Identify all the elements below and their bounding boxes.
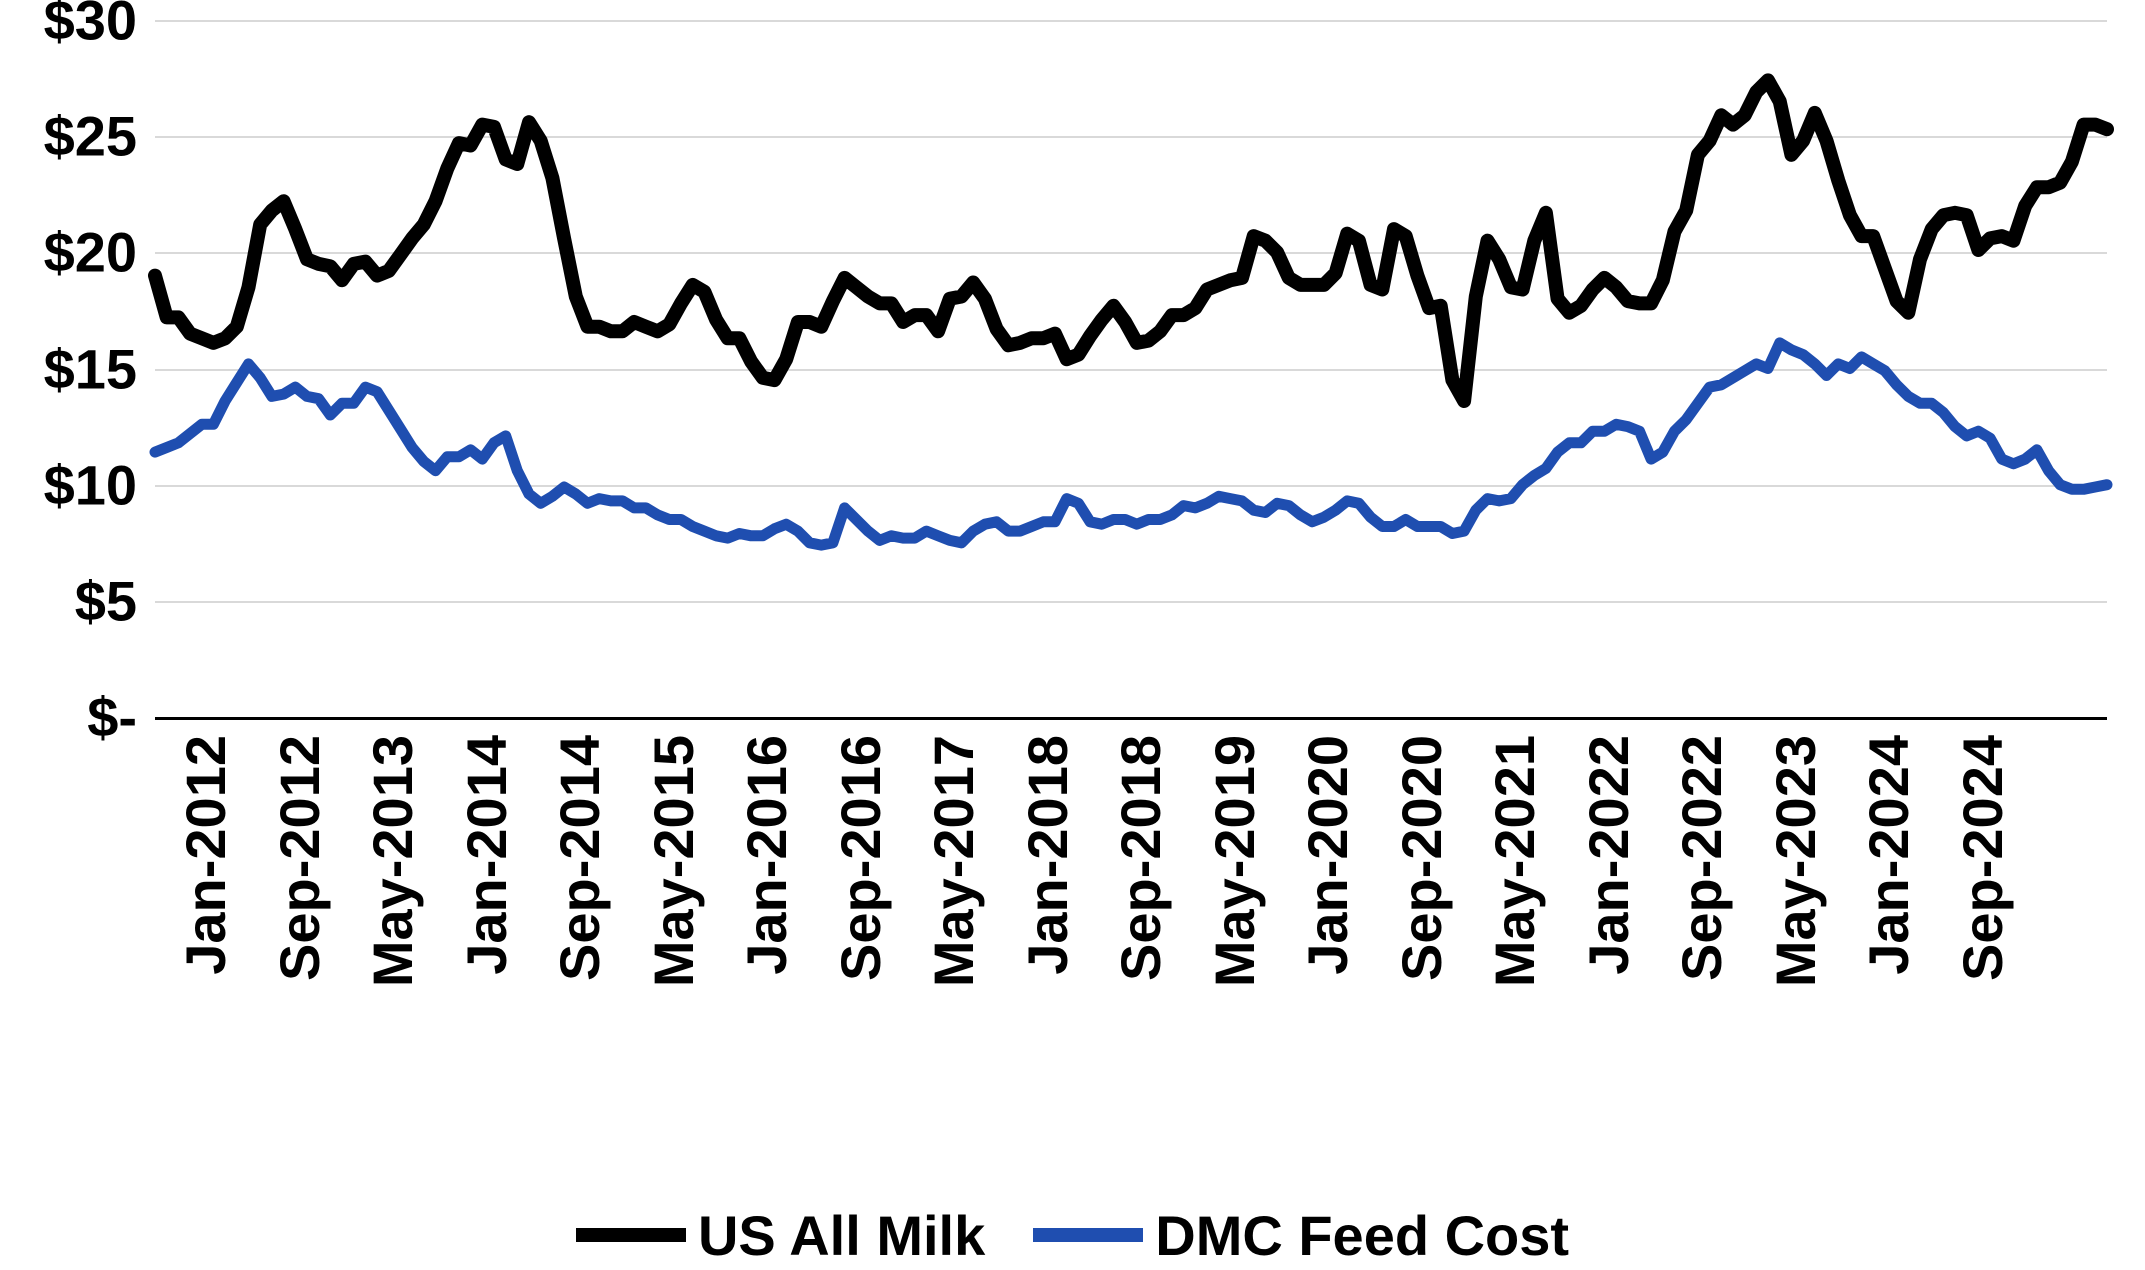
legend-item: DMC Feed Cost [1033, 1203, 1569, 1268]
x-tick-label: Jan-2014 [454, 727, 519, 975]
x-tick-label: May-2023 [1763, 727, 1828, 987]
x-tick-label: Sep-2022 [1669, 727, 1734, 981]
legend-swatch [576, 1228, 686, 1242]
x-tick-label: Jan-2024 [1856, 727, 1921, 975]
x-tick-label: Jan-2022 [1576, 727, 1641, 975]
x-tick-label: May-2019 [1202, 727, 1267, 987]
legend: US All Milk DMC Feed Cost [0, 1190, 2145, 1268]
x-tick-label: Sep-2020 [1389, 727, 1454, 981]
x-tick-label: Sep-2014 [547, 727, 612, 981]
legend-swatch [1033, 1228, 1143, 1242]
y-tick-label: $10 [44, 452, 155, 517]
y-tick-label: $- [87, 685, 155, 750]
y-tick-label: $20 [44, 220, 155, 285]
x-tick-label: May-2015 [641, 727, 706, 987]
gridline [155, 717, 2107, 720]
x-tick-label: Sep-2018 [1108, 727, 1173, 981]
y-tick-label: $5 [75, 568, 155, 633]
x-tick-label: Sep-2016 [828, 727, 893, 981]
x-tick-label: May-2021 [1482, 727, 1547, 987]
legend-label: US All Milk [698, 1203, 985, 1268]
y-tick-label: $25 [44, 104, 155, 169]
x-tick-label: Jan-2020 [1295, 727, 1360, 975]
x-tick-label: Sep-2024 [1950, 727, 2015, 981]
x-tick-label: Jan-2018 [1015, 727, 1080, 975]
x-tick-label: Jan-2016 [734, 727, 799, 975]
legend-item: US All Milk [576, 1203, 985, 1268]
series-lines [155, 20, 2107, 717]
legend-label: DMC Feed Cost [1155, 1203, 1569, 1268]
x-tick-label: Jan-2012 [173, 727, 238, 975]
y-tick-label: $15 [44, 336, 155, 401]
series-line [155, 80, 2107, 401]
y-tick-label: $30 [44, 0, 155, 53]
x-tick-label: May-2017 [921, 727, 986, 987]
line-chart: $- $5 $10 $15 $20 $25 $30 Jan-2012 Sep-2012 May-… [0, 0, 2145, 1270]
x-tick-label: May-2013 [360, 727, 425, 987]
x-tick-label: Sep-2012 [267, 727, 332, 981]
series-line [155, 343, 2107, 545]
